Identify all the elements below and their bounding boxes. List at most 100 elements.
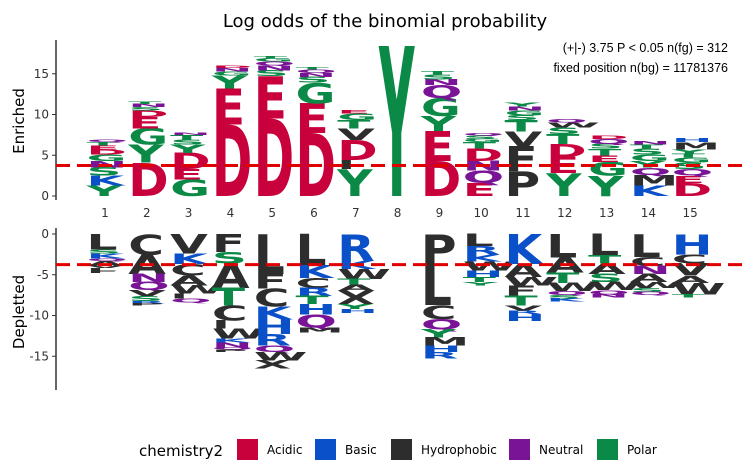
residue-H: H	[296, 302, 337, 319]
residue-C: C	[254, 284, 290, 313]
residue-D: D	[128, 154, 168, 207]
legend-item-acidic: Acidic	[237, 439, 302, 460]
residue-Y: Y	[503, 101, 541, 107]
residue-G: G	[296, 78, 336, 110]
x-tick-label: 10	[474, 206, 489, 220]
residue-E: E	[672, 174, 705, 186]
residue-N: N	[588, 294, 629, 299]
residue-R: R	[505, 310, 542, 315]
legend-swatch	[237, 439, 258, 460]
residue-W: W	[546, 281, 600, 294]
residue-M: M	[672, 140, 720, 152]
residue-E: E	[87, 145, 120, 151]
residue-W: W	[212, 326, 266, 341]
residue-V: V	[128, 289, 166, 298]
residue-G: G	[463, 138, 503, 143]
x-tick-label: 1	[101, 206, 109, 220]
residue-E: E	[421, 122, 454, 171]
residue-Q: Q	[630, 291, 671, 296]
residue-H: H	[421, 344, 462, 354]
residue-K: K	[254, 303, 294, 324]
legend-label: Polar	[627, 443, 657, 457]
residue-N: N	[128, 103, 169, 108]
residue-N: N	[212, 341, 253, 349]
residue-S: S	[463, 135, 498, 140]
residue-V: V	[505, 305, 543, 313]
x-tick-label: 11	[515, 206, 530, 220]
residue-C: C	[296, 276, 332, 291]
residue-T: T	[337, 118, 370, 131]
residue-D: D	[463, 145, 503, 165]
enriched-y-tick-label: 10	[34, 108, 49, 122]
residue-T: T	[630, 144, 664, 150]
residue-Q: Q	[170, 297, 211, 303]
residue-A: A	[672, 274, 711, 286]
residue-S: S	[87, 249, 122, 255]
residue-E: E	[128, 114, 161, 133]
residue-F: F	[212, 230, 245, 259]
residue-F: F	[87, 270, 120, 274]
residue-W: W	[337, 267, 391, 282]
residue-S: S	[546, 126, 581, 136]
depleted-y-tick-label: -15	[29, 349, 49, 363]
residue-S: S	[87, 165, 122, 178]
residue-E: E	[588, 154, 621, 164]
residue-Q: Q	[212, 347, 253, 351]
legend-title: chemistry2	[139, 442, 223, 460]
residue-C: C	[128, 229, 164, 261]
residue-G: G	[421, 94, 461, 123]
residue-Y: Y	[670, 149, 708, 155]
legend-label: Acidic	[267, 443, 302, 457]
residue-W: W	[170, 283, 224, 296]
residue-Y: Y	[545, 167, 583, 204]
residue-Q: Q	[588, 289, 629, 295]
residue-Y: Y	[420, 327, 457, 340]
residue-W: W	[254, 350, 308, 363]
depleted-axis-label: Depletted	[10, 275, 28, 349]
residue-G: G	[588, 158, 628, 180]
residue-V: V	[505, 127, 543, 151]
residue-I: I	[87, 268, 105, 272]
enriched-stack-pos-1: YKSNGDETQ	[85, 139, 128, 199]
residue-S: S	[588, 272, 623, 285]
residue-N: N	[421, 78, 462, 87]
residue-Q: Q	[296, 69, 337, 74]
x-tick-label: 15	[683, 206, 698, 220]
residue-T: T	[463, 141, 496, 151]
enriched-stack-pos-15: DEQSGTYMH	[670, 137, 720, 200]
residue-Q: Q	[463, 167, 504, 187]
residue-L: L	[87, 230, 118, 255]
residue-Q: Q	[546, 290, 587, 296]
residue-D: D	[296, 117, 336, 217]
residue-A: A	[212, 257, 250, 296]
residue-T: T	[546, 270, 580, 287]
legend-item-polar: Polar	[597, 439, 657, 460]
residue-F: F	[505, 140, 538, 180]
residue-M: M	[421, 336, 469, 349]
depleted-y-tick-label: 0	[41, 227, 49, 241]
residue-G: G	[337, 112, 377, 122]
residue-Q: Q	[588, 138, 629, 146]
residue-S: S	[421, 73, 456, 81]
residue-L: L	[588, 229, 619, 262]
residue-E: E	[212, 79, 245, 136]
residue-C: C	[170, 261, 206, 280]
residue-K: K	[170, 251, 209, 268]
residue-W: W	[672, 280, 726, 299]
residue-H: H	[254, 315, 295, 339]
legend-swatch	[509, 439, 530, 460]
residue-E: E	[254, 64, 287, 132]
residue-D: D	[212, 106, 252, 220]
residue-G: G	[87, 153, 127, 163]
residue-K: K	[87, 252, 126, 260]
residue-T: T	[254, 55, 288, 59]
residue-S: S	[296, 76, 331, 85]
residue-E: E	[463, 179, 496, 200]
residue-A: A	[170, 273, 208, 288]
